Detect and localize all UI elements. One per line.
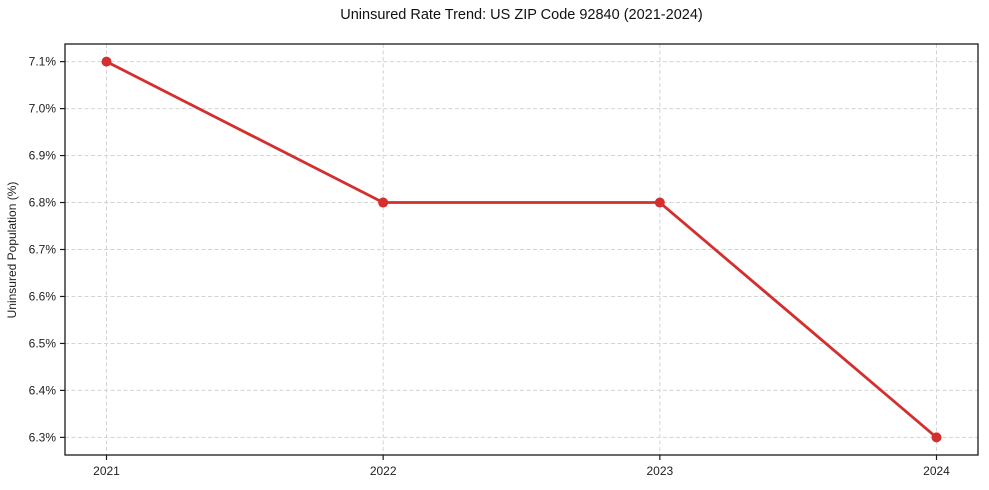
- y-tick-label: 6.3%: [29, 430, 57, 444]
- x-tick-label: 2022: [370, 464, 397, 478]
- y-tick-label: 6.7%: [29, 243, 57, 257]
- data-point: [654, 197, 665, 208]
- plot-border: [64, 43, 979, 456]
- x-tick-label: 2023: [646, 464, 673, 478]
- data-point: [101, 56, 112, 67]
- data-point: [378, 197, 389, 208]
- y-tick-label: 6.5%: [29, 336, 57, 350]
- y-tick-label: 6.6%: [29, 289, 57, 303]
- chart-title: Uninsured Rate Trend: US ZIP Code 92840 …: [340, 7, 703, 23]
- trend-line: [105, 60, 938, 439]
- data-point: [931, 432, 942, 443]
- y-tick-label: 7.1%: [29, 55, 57, 69]
- y-tick-label: 7.0%: [29, 102, 57, 116]
- y-tick-label: 6.9%: [29, 149, 57, 163]
- x-tick-label: 2024: [923, 464, 950, 478]
- x-tick-label: 2021: [93, 464, 120, 478]
- y-tick-label: 6.8%: [29, 196, 57, 210]
- y-tick-label: 6.4%: [29, 383, 57, 397]
